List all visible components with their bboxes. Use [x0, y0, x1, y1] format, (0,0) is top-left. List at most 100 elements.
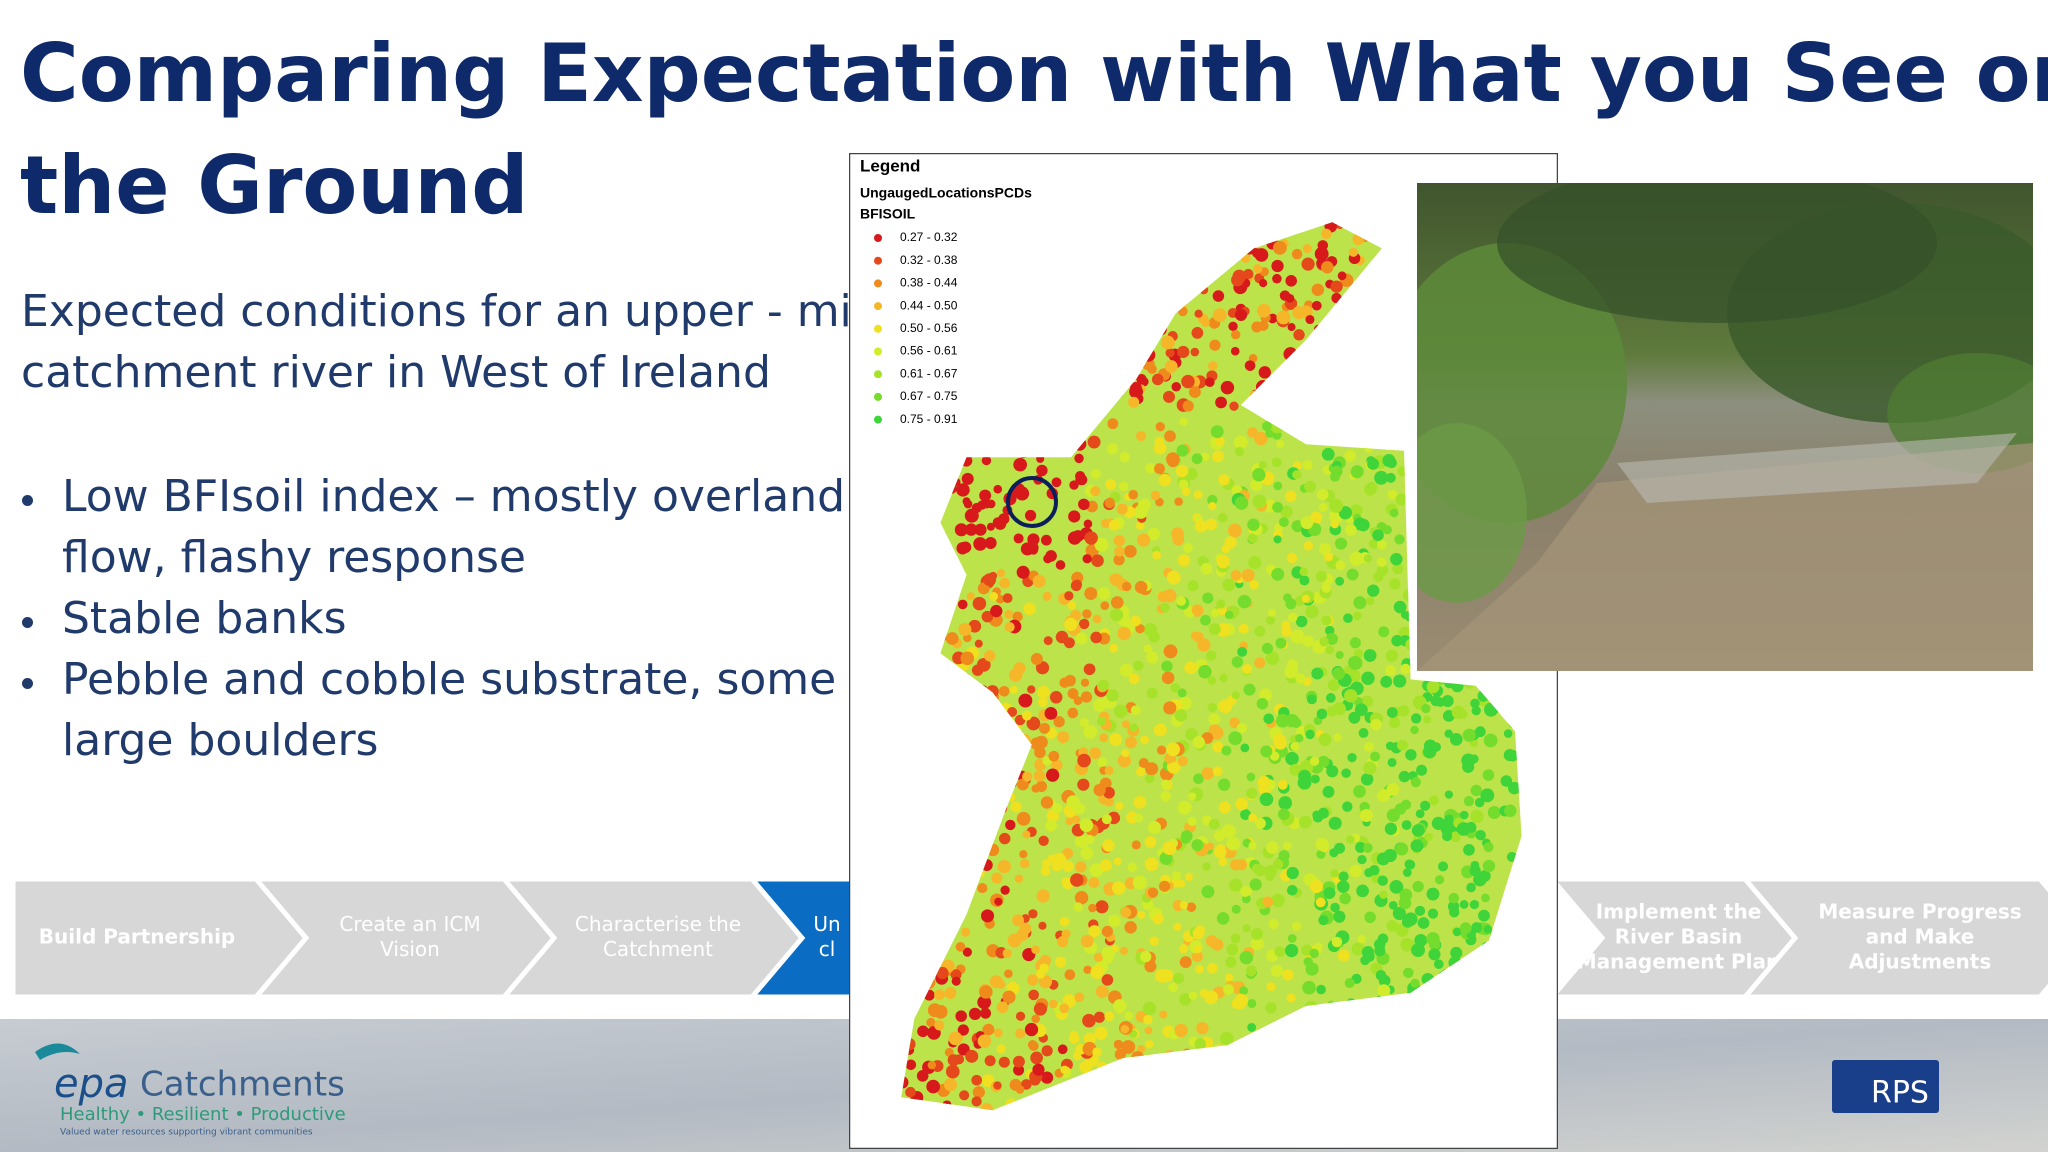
map-point: [1385, 472, 1396, 483]
map-point: [1327, 679, 1340, 692]
map-point: [1140, 735, 1149, 745]
map-point: [1252, 248, 1262, 258]
map-point: [1029, 1074, 1041, 1086]
legend-label: 0.27 - 0.32: [900, 230, 958, 244]
map-point: [999, 832, 1011, 845]
map-point: [1386, 707, 1398, 718]
map-point: [993, 484, 1003, 494]
map-point: [1097, 757, 1107, 767]
map-point: [1222, 578, 1236, 592]
map-point: [1040, 796, 1054, 809]
map-point: [1363, 554, 1373, 563]
map-point: [1019, 850, 1028, 859]
map-point: [1212, 290, 1225, 302]
map-point: [1277, 779, 1288, 790]
map-point: [1120, 946, 1129, 955]
map-point: [1421, 703, 1431, 714]
map-point: [1121, 1040, 1136, 1054]
map-point: [1442, 710, 1454, 722]
map-point: [1344, 977, 1355, 988]
map-point: [1187, 580, 1199, 592]
map-point: [1207, 675, 1217, 685]
map-point: [999, 577, 1010, 589]
bullet-text: Stable banks: [62, 593, 347, 644]
map-point: [1470, 860, 1480, 870]
map-point: [1083, 663, 1096, 676]
map-point: [1155, 422, 1165, 432]
map-point: [1345, 524, 1357, 536]
map-point: [1253, 264, 1263, 274]
map-point: [1272, 501, 1283, 513]
map-point: [1285, 293, 1295, 303]
map-point: [1068, 510, 1081, 523]
map-point: [1247, 427, 1258, 438]
map-point: [1286, 993, 1296, 1003]
map-point: [1344, 689, 1358, 703]
map-point: [1031, 784, 1040, 793]
map-point: [986, 522, 995, 531]
map-point: [1101, 925, 1113, 938]
logo-tagline: Healthy • Resilient • Productive: [60, 1104, 346, 1125]
map-point: [1113, 857, 1122, 866]
map-point: [1295, 673, 1306, 684]
map-point: [1326, 765, 1339, 778]
map-point: [1195, 964, 1204, 974]
map-point: [1364, 951, 1375, 962]
map-point: [1459, 810, 1469, 820]
map-point: [1333, 910, 1346, 923]
map-point: [1230, 933, 1241, 944]
map-point: [1182, 400, 1194, 412]
map-point: [1305, 605, 1319, 619]
map-point: [1016, 778, 1029, 791]
map-point: [1503, 729, 1513, 738]
map-point: [1248, 841, 1257, 850]
map-point: [1397, 705, 1410, 717]
map-point: [1218, 801, 1231, 814]
map-point: [1208, 502, 1217, 511]
map-point: [983, 650, 996, 662]
map-point: [982, 1024, 994, 1036]
map-point: [1368, 538, 1379, 549]
map-point: [1330, 280, 1343, 293]
map-point: [1226, 943, 1239, 956]
map-point: [1395, 842, 1409, 856]
map-point: [1031, 1014, 1040, 1024]
map-point: [1309, 879, 1324, 894]
map-point: [1441, 695, 1454, 708]
map-point: [1358, 728, 1369, 738]
map-point: [1228, 321, 1238, 332]
map-point: [1135, 623, 1145, 634]
map-point: [1077, 778, 1090, 791]
map-point: [1370, 751, 1381, 762]
map-point: [1400, 663, 1411, 675]
map-point: [1113, 999, 1127, 1013]
map-point: [1216, 912, 1230, 925]
map-point: [1230, 346, 1240, 356]
map-point: [1021, 710, 1032, 721]
legend-label: 0.44 - 0.50: [900, 298, 958, 312]
map-point: [1344, 450, 1357, 462]
map-point: [1103, 786, 1115, 799]
map-point: [1099, 733, 1109, 743]
map-point: [1410, 839, 1424, 853]
map-point: [1040, 534, 1052, 546]
map-point: [1357, 935, 1366, 944]
map-point: [1329, 498, 1344, 513]
map-point: [1351, 942, 1365, 956]
map-point: [1258, 461, 1267, 470]
map-point: [1206, 842, 1215, 851]
map-point: [1094, 1026, 1108, 1040]
map-point: [1064, 591, 1074, 601]
map-point: [1478, 909, 1490, 922]
legend-swatch: [874, 302, 882, 311]
map-point: [1257, 775, 1271, 789]
map-point: [1092, 1047, 1102, 1057]
map-point: [1315, 897, 1326, 908]
map-point: [1037, 697, 1048, 708]
process-step-label: Measure Progress: [1818, 900, 2021, 924]
map-point: [1337, 271, 1347, 281]
map-point: [905, 1086, 916, 1098]
map-point: [963, 499, 973, 509]
map-point: [1074, 453, 1084, 464]
map-point: [1330, 465, 1343, 478]
